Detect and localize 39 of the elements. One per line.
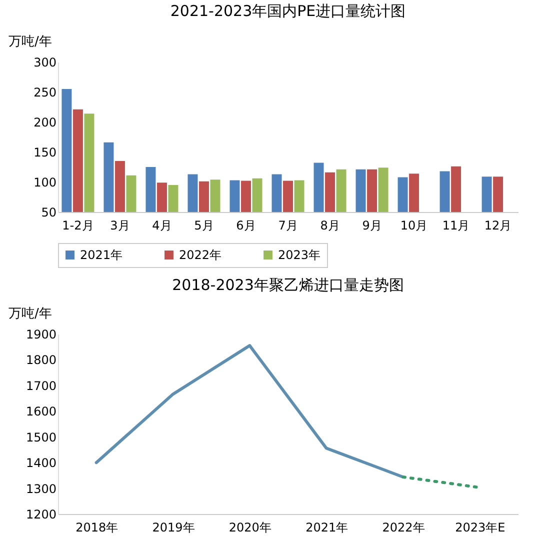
y-tick-label: 300 [34, 56, 56, 70]
y-axis-title: 万吨/年 [8, 34, 52, 50]
x-tick-label: 1-2月 [62, 218, 94, 232]
y-tick-label: 1800 [26, 353, 56, 368]
legend-label: 2022年 [179, 248, 222, 262]
y-tick-label: 50 [41, 206, 56, 220]
x-tick-label: 10月 [400, 218, 428, 232]
x-tick-label: 7月 [278, 218, 298, 232]
x-tick-label: 5月 [194, 218, 214, 232]
x-tick-label: 6月 [236, 218, 256, 232]
y-axis-title: 万吨/年 [8, 306, 52, 322]
y-tick-label: 1900 [26, 328, 56, 342]
chart-title: 2018-2023年聚乙烯进口量走势图 [172, 276, 404, 294]
legend-label: 2023年 [278, 248, 321, 262]
x-tick-label: 9月 [362, 218, 382, 232]
x-tick-label: 2019年 [152, 520, 195, 534]
x-tick-label: 11月 [442, 218, 470, 232]
line-series [94, 344, 404, 478]
legend-label: 2021年 [80, 248, 123, 262]
y-tick-label: 1500 [26, 430, 56, 444]
y-tick-label: 1600 [26, 404, 56, 419]
x-tick-label: 2021年 [306, 520, 348, 534]
y-tick-label: 1300 [26, 482, 56, 496]
x-tick-label: 8月 [320, 218, 340, 232]
y-tick-label: 150 [34, 146, 56, 160]
x-tick-label: 4月 [152, 218, 172, 232]
x-tick-label: 2022年 [382, 520, 425, 534]
x-tick-label: 3月 [110, 218, 130, 232]
y-tick-label: 100 [34, 176, 56, 190]
x-tick-label: 2023年E [455, 520, 506, 534]
y-tick-label: 1400 [26, 456, 56, 470]
x-tick-label: 2018年 [76, 520, 118, 534]
y-tick-label: 250 [34, 86, 56, 100]
y-tick-label: 1200 [26, 508, 56, 522]
y-tick-label: 1700 [26, 378, 56, 393]
y-tick-label: 200 [34, 116, 56, 130]
chart-title: 2021-2023年国内PE进口量统计图 [170, 2, 406, 20]
x-tick-label: 12月 [484, 218, 512, 232]
x-tick-label: 2020年 [228, 520, 272, 534]
